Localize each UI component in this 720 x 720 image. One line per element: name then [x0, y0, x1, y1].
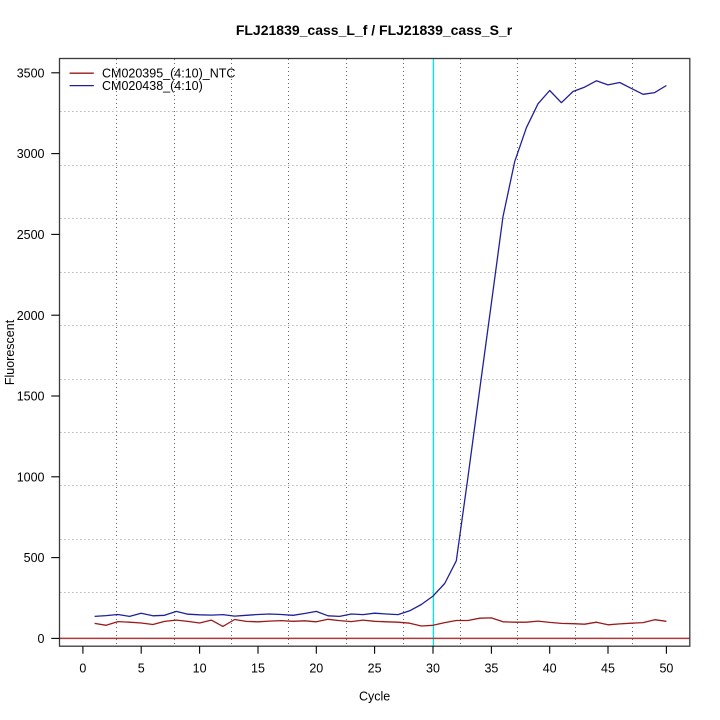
svg-text:FLJ21839_cass_L_f / FLJ21839_c: FLJ21839_cass_L_f / FLJ21839_cass_S_r	[236, 22, 513, 38]
svg-text:CM020395_(4:10)_NTC: CM020395_(4:10)_NTC	[102, 67, 235, 81]
svg-text:3000: 3000	[17, 147, 45, 161]
svg-text:45: 45	[601, 661, 615, 675]
svg-text:30: 30	[426, 661, 440, 675]
svg-text:25: 25	[368, 661, 382, 675]
svg-text:0: 0	[79, 661, 86, 675]
svg-text:20: 20	[309, 661, 323, 675]
svg-text:0: 0	[38, 632, 45, 646]
svg-text:5: 5	[138, 661, 145, 675]
svg-text:Cycle: Cycle	[359, 689, 390, 703]
svg-text:Fluorescent: Fluorescent	[3, 319, 17, 385]
svg-text:10: 10	[193, 661, 207, 675]
svg-text:500: 500	[24, 551, 45, 565]
svg-text:35: 35	[484, 661, 498, 675]
svg-text:3500: 3500	[17, 66, 45, 80]
svg-text:15: 15	[251, 661, 265, 675]
svg-text:2000: 2000	[17, 309, 45, 323]
svg-text:1000: 1000	[17, 470, 45, 484]
svg-text:40: 40	[543, 661, 557, 675]
svg-text:50: 50	[659, 661, 673, 675]
svg-text:1500: 1500	[17, 390, 45, 404]
svg-text:CM020438_(4:10): CM020438_(4:10)	[102, 79, 203, 93]
svg-text:2500: 2500	[17, 228, 45, 242]
